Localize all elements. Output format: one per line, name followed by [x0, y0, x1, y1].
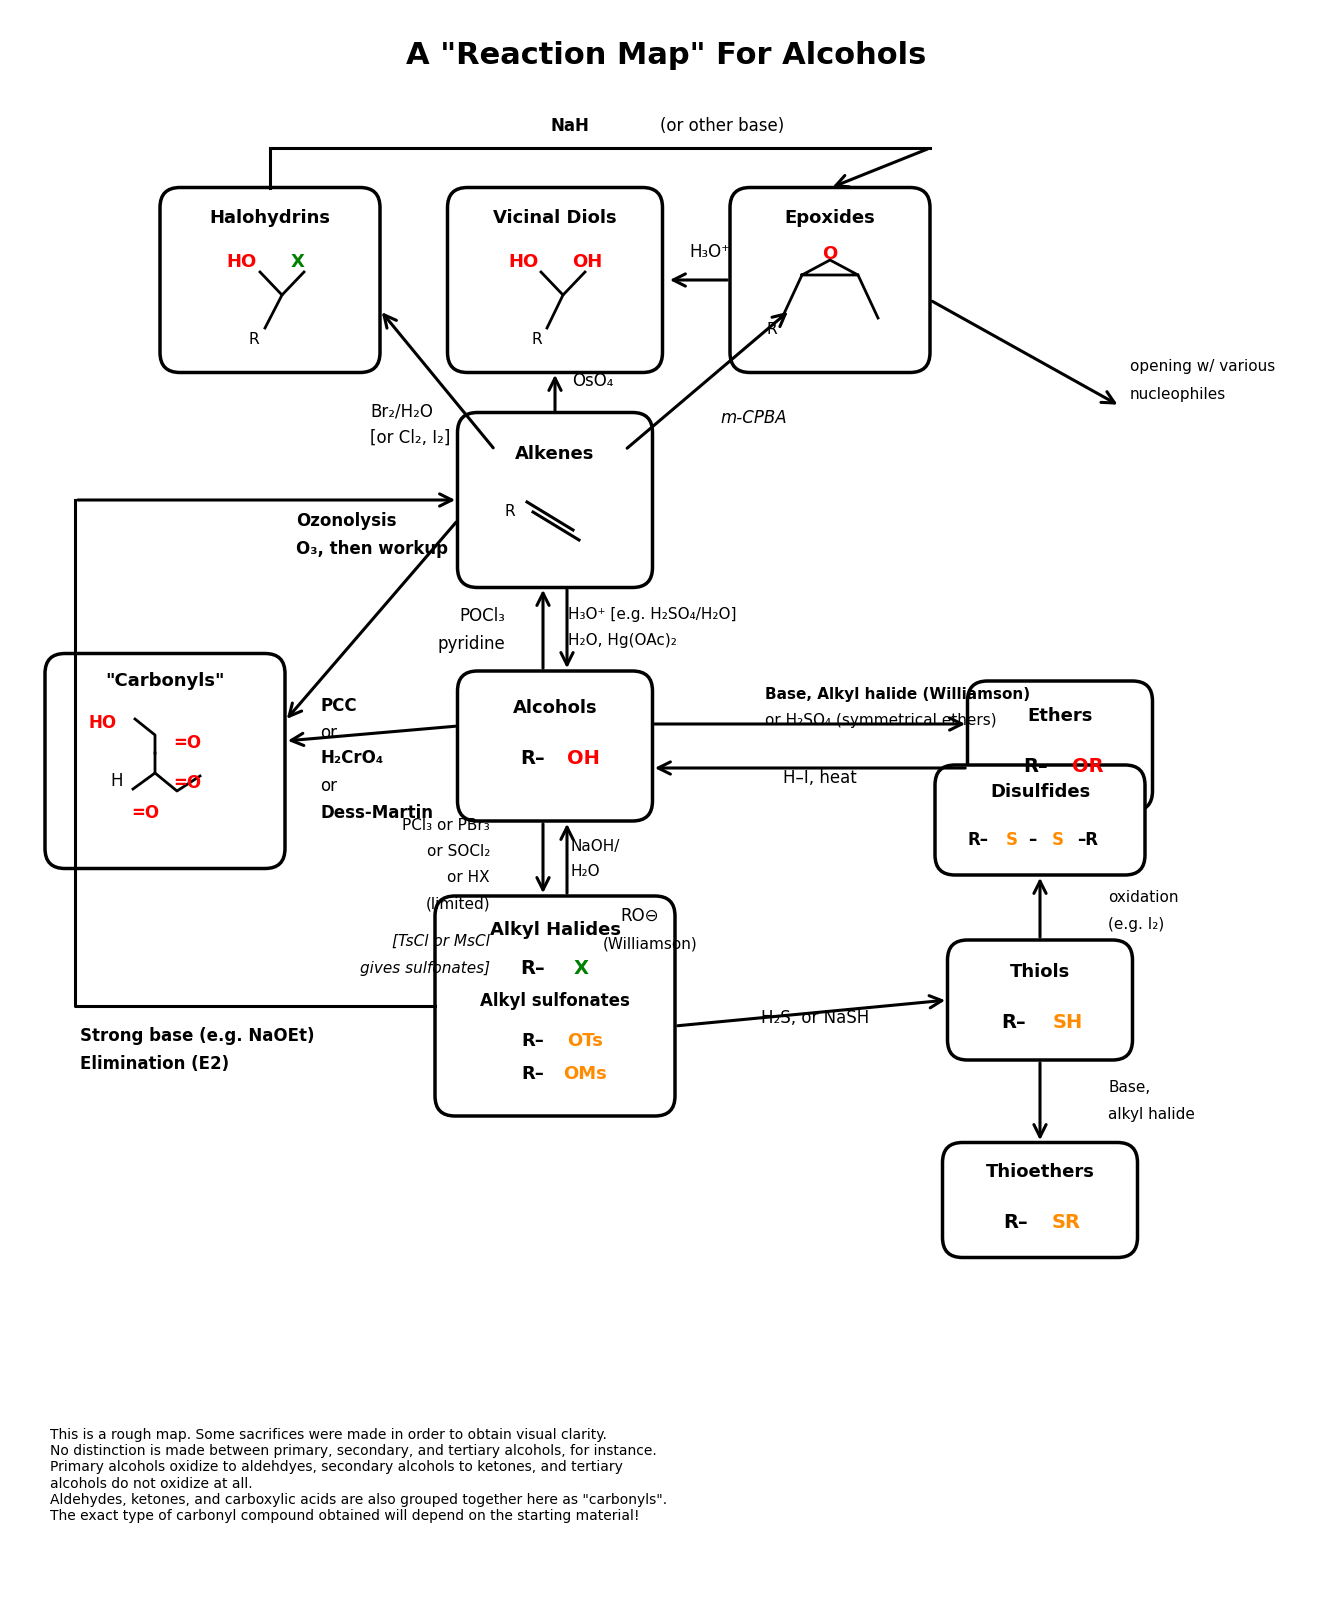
- Text: or HX: or HX: [448, 871, 490, 886]
- Text: OR: OR: [1072, 756, 1104, 776]
- Text: m-CPBA: m-CPBA: [721, 409, 787, 427]
- FancyBboxPatch shape: [448, 187, 662, 373]
- Text: OH: OH: [571, 254, 602, 271]
- Text: or H₂SO₄ (symmetrical ethers): or H₂SO₄ (symmetrical ethers): [765, 714, 996, 729]
- Text: OMs: OMs: [563, 1065, 607, 1083]
- Text: or: or: [320, 724, 337, 742]
- Text: (limited): (limited): [425, 897, 490, 911]
- Text: H₂S, or NaSH: H₂S, or NaSH: [761, 1008, 868, 1028]
- Text: R–: R–: [522, 1065, 545, 1083]
- Text: Alkenes: Alkenes: [515, 444, 594, 464]
- Text: PCC: PCC: [320, 696, 357, 714]
- Text: HO: HO: [89, 714, 117, 732]
- FancyBboxPatch shape: [935, 764, 1146, 874]
- Text: Base, Alkyl halide (Williamson): Base, Alkyl halide (Williamson): [765, 687, 1030, 701]
- Text: H: H: [111, 772, 124, 790]
- Text: OsO₄: OsO₄: [571, 372, 613, 389]
- Text: R–: R–: [1024, 756, 1048, 776]
- FancyBboxPatch shape: [436, 895, 675, 1117]
- Text: (or other base): (or other base): [659, 116, 785, 136]
- Text: Thioethers: Thioethers: [986, 1164, 1095, 1181]
- FancyBboxPatch shape: [947, 941, 1132, 1060]
- Text: SR: SR: [1051, 1212, 1080, 1231]
- Text: (Williamson): (Williamson): [602, 937, 698, 952]
- Text: R–: R–: [521, 748, 545, 768]
- Text: R: R: [767, 323, 778, 338]
- Text: gives sulfonates]: gives sulfonates]: [360, 960, 490, 976]
- Text: H₂O, Hg(OAc)₂: H₂O, Hg(OAc)₂: [567, 633, 677, 648]
- Text: X: X: [574, 958, 589, 978]
- Text: Dess-Martin: Dess-Martin: [320, 805, 433, 823]
- Text: =O: =O: [131, 805, 159, 823]
- Text: R–: R–: [522, 1033, 545, 1050]
- Text: –R: –R: [1078, 831, 1099, 848]
- Text: Elimination (E2): Elimination (E2): [80, 1055, 229, 1073]
- Text: (e.g. I₂): (e.g. I₂): [1108, 916, 1164, 931]
- Text: =O: =O: [173, 734, 201, 751]
- Text: Strong base (e.g. NaOEt): Strong base (e.g. NaOEt): [80, 1028, 314, 1046]
- Text: H–I, heat: H–I, heat: [783, 769, 856, 787]
- Text: Disulfides: Disulfides: [990, 784, 1090, 802]
- Text: X: X: [292, 254, 305, 271]
- Text: Ozonolysis: Ozonolysis: [296, 512, 397, 530]
- Text: A "Reaction Map" For Alcohols: A "Reaction Map" For Alcohols: [406, 42, 926, 71]
- Text: OTs: OTs: [567, 1033, 603, 1050]
- Text: R–: R–: [1004, 1212, 1028, 1231]
- FancyBboxPatch shape: [943, 1143, 1138, 1257]
- Text: NaH: NaH: [550, 116, 590, 136]
- FancyBboxPatch shape: [967, 680, 1152, 811]
- Text: S: S: [1052, 831, 1064, 848]
- Text: S: S: [1006, 831, 1018, 848]
- Text: or SOCl₂: or SOCl₂: [426, 845, 490, 860]
- Text: "Carbonyls": "Carbonyls": [105, 672, 225, 690]
- Text: oxidation: oxidation: [1108, 890, 1179, 905]
- Text: alkyl halide: alkyl halide: [1108, 1107, 1195, 1122]
- Text: Base,: Base,: [1108, 1081, 1151, 1096]
- Text: H₃O⁺ [e.g. H₂SO₄/H₂O]: H₃O⁺ [e.g. H₂SO₄/H₂O]: [567, 606, 737, 622]
- Text: Alkyl sulfonates: Alkyl sulfonates: [480, 992, 630, 1010]
- Text: Vicinal Diols: Vicinal Diols: [493, 208, 617, 226]
- Text: R: R: [531, 333, 542, 347]
- Text: PCl₃ or PBr₃: PCl₃ or PBr₃: [402, 818, 490, 834]
- Text: SH: SH: [1052, 1013, 1083, 1031]
- Text: NaOH/: NaOH/: [570, 839, 619, 853]
- Text: R–: R–: [521, 958, 545, 978]
- Text: Ethers: Ethers: [1027, 708, 1092, 726]
- Text: R–: R–: [967, 831, 988, 848]
- Text: [or Cl₂, I₂]: [or Cl₂, I₂]: [370, 428, 450, 448]
- Text: H₂CrO₄: H₂CrO₄: [320, 748, 384, 768]
- Text: Epoxides: Epoxides: [785, 208, 875, 226]
- Text: H₃O⁺: H₃O⁺: [690, 242, 730, 262]
- Text: pyridine: pyridine: [437, 635, 505, 653]
- FancyBboxPatch shape: [45, 653, 285, 868]
- Text: Thiols: Thiols: [1010, 963, 1070, 981]
- Text: HO: HO: [507, 254, 538, 271]
- Text: O: O: [822, 246, 838, 263]
- Text: Alcohols: Alcohols: [513, 700, 597, 718]
- Text: Alkyl Halides: Alkyl Halides: [489, 921, 621, 939]
- Text: HO: HO: [226, 254, 257, 271]
- FancyBboxPatch shape: [730, 187, 930, 373]
- Text: [TsCl or MsCl: [TsCl or MsCl: [392, 934, 490, 949]
- Text: O₃, then workup: O₃, then workup: [296, 540, 448, 558]
- Text: –: –: [1028, 831, 1036, 848]
- Text: RO⊖: RO⊖: [621, 907, 659, 924]
- FancyBboxPatch shape: [457, 671, 653, 821]
- Text: R–: R–: [1002, 1013, 1027, 1031]
- Text: R: R: [249, 333, 260, 347]
- Text: H₂O: H₂O: [570, 865, 599, 879]
- Text: nucleophiles: nucleophiles: [1130, 386, 1227, 401]
- Text: =O: =O: [173, 774, 201, 792]
- Text: or: or: [320, 777, 337, 795]
- FancyBboxPatch shape: [457, 412, 653, 588]
- Text: POCl₃: POCl₃: [460, 608, 505, 625]
- Text: This is a rough map. Some sacrifices were made in order to obtain visual clarity: This is a rough map. Some sacrifices wer…: [51, 1429, 667, 1522]
- Text: Halohydrins: Halohydrins: [209, 208, 330, 226]
- Text: opening w/ various: opening w/ various: [1130, 359, 1275, 373]
- Text: R: R: [505, 504, 515, 519]
- Text: Br₂/H₂O: Br₂/H₂O: [370, 402, 433, 420]
- Text: OH: OH: [566, 748, 599, 768]
- FancyBboxPatch shape: [160, 187, 380, 373]
